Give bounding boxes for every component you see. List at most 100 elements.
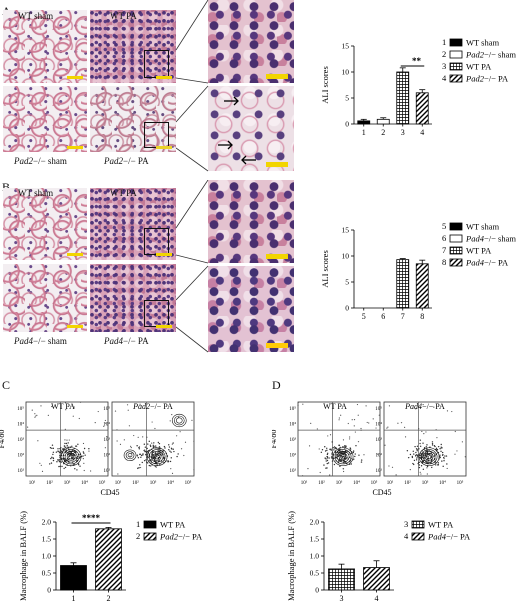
micrograph-a-wt-pa xyxy=(90,10,176,83)
label-b-wt-pa: WT PA xyxy=(110,188,137,198)
significance-label: ** xyxy=(412,56,422,66)
label-a-wt-sham: WT sham xyxy=(18,11,54,21)
legend-label-4: Pad2−/− PA xyxy=(465,74,509,84)
y-axis-label: ALI scores xyxy=(320,66,330,104)
caption-b-ko-sham: Pad4−/− sham xyxy=(14,336,67,346)
x-tick-label-8: 8 xyxy=(420,312,424,321)
caption-b-ko-pa: Pad4−/− PA xyxy=(104,336,149,346)
flow-title-right: Pad2−/− PA xyxy=(132,402,173,411)
flow-x-tick: 10² xyxy=(132,480,139,486)
scale-bar xyxy=(156,76,172,79)
contour xyxy=(123,449,137,461)
flow-x-tick: 10⁵ xyxy=(371,480,378,486)
flow-x-tick: 10⁴ xyxy=(439,480,446,486)
legend-label-6: Pad4−/− sham xyxy=(465,234,516,244)
y-axis-label: ALI scores xyxy=(320,250,330,288)
zoom-box xyxy=(144,122,169,148)
flow-y-tick: 10⁵ xyxy=(103,406,110,412)
y-tick-label: 0 xyxy=(315,586,319,595)
zoom-box xyxy=(144,300,169,327)
y-axis-label: Macrophage in BALF (%) xyxy=(286,511,296,601)
significance-label: **** xyxy=(82,513,101,523)
micrograph-b-ko-sham xyxy=(3,264,87,332)
contour xyxy=(152,452,162,461)
flow-x-tick: 10⁴ xyxy=(353,480,360,486)
flow-x-tick: 10¹ xyxy=(115,480,122,486)
micrograph-b-wt-sham xyxy=(3,188,87,260)
x-tick-label-2: 2 xyxy=(107,594,111,603)
contour xyxy=(340,454,346,460)
micrograph-b-ko-pa xyxy=(90,264,176,332)
flow-x-tick: 10³ xyxy=(150,480,157,486)
zoom-b-wt-pa xyxy=(208,180,294,263)
contour xyxy=(62,449,80,465)
x-tick-label-4: 4 xyxy=(375,594,379,603)
flow-y-tick: 10² xyxy=(18,453,25,459)
scale-bar xyxy=(266,162,288,167)
chart-a: 0 5 10 15 ALI scores 1 2 3 4 ** 1 WT sham 2 Pad2−/− s… xyxy=(320,38,516,137)
y-tick-label: 0 xyxy=(345,304,349,313)
contour xyxy=(336,451,350,463)
x-tick-label-3: 3 xyxy=(340,594,344,603)
flow-y-tick: 10⁴ xyxy=(103,422,110,428)
flow-x-tick: 10⁵ xyxy=(99,480,106,486)
zoom-box xyxy=(144,228,169,255)
flow-y-label: F4/80 xyxy=(272,430,278,449)
contour xyxy=(146,447,168,467)
flow-x-tick: 10² xyxy=(404,480,411,486)
micrograph-a-ko-sham xyxy=(3,86,87,152)
y-tick-label: 2.0 xyxy=(310,518,320,527)
legend-swatch-8 xyxy=(449,258,463,267)
y-tick-label: 1.0 xyxy=(42,552,52,561)
x-tick-label-7: 7 xyxy=(401,312,405,321)
micrograph-a-wt-sham xyxy=(3,10,87,83)
scale-bar xyxy=(156,253,172,256)
legend-label-8: Pad4−/− PA xyxy=(465,258,509,268)
chart-b: 0 5 10 15 ALI scores 5 6 7 8 5 WT sham 6 Pad4−/− sha… xyxy=(320,222,516,321)
legend-num-8: 8 xyxy=(442,257,446,267)
scale-bar xyxy=(266,254,288,259)
contour xyxy=(64,451,78,463)
flow-y-tick: 10² xyxy=(104,453,111,459)
scale-bar xyxy=(67,76,83,79)
legend-num-1: 1 xyxy=(136,519,140,529)
flow-y-tick: 10⁴ xyxy=(17,422,24,428)
flow-y-tick: 10¹ xyxy=(290,468,297,474)
flow-c: F4/80 10¹ 10² 10³ 10⁴ 10⁵ 10⁵ 10⁴ 10³ 10² 10¹ WT PA… xyxy=(0,401,195,497)
zoom-a-wt-pa xyxy=(208,0,294,83)
flow-plot-1 xyxy=(383,401,467,477)
y-tick-label: 5 xyxy=(345,94,349,103)
contour xyxy=(60,447,82,467)
bar-3 xyxy=(328,568,355,591)
contour xyxy=(127,453,133,458)
zoom-connectors-a xyxy=(176,0,256,172)
y-tick-label: 0 xyxy=(345,120,349,129)
panel-letter-c: C xyxy=(2,378,11,392)
flow-y-tick: 10² xyxy=(376,453,383,459)
contour xyxy=(125,451,135,460)
x-tick-label-6: 6 xyxy=(381,312,385,321)
contour xyxy=(154,454,160,460)
flow-plot-0 xyxy=(297,401,381,477)
contour xyxy=(334,449,352,465)
x-tick-label-1: 1 xyxy=(72,594,76,603)
contour xyxy=(338,452,348,461)
flow-y-tick: 10¹ xyxy=(104,468,111,474)
contour xyxy=(171,413,187,428)
legend-swatch-6 xyxy=(449,234,463,243)
contour xyxy=(426,454,432,460)
panel-letter-b: B xyxy=(2,180,11,194)
flow-x-tick: 10⁵ xyxy=(457,480,464,486)
scale-bar xyxy=(67,325,83,328)
flow-x-tick: 10³ xyxy=(422,480,429,486)
y-tick-label: 1.5 xyxy=(310,535,320,544)
zoom-connectors-b xyxy=(176,180,209,353)
legend-swatch-3 xyxy=(449,62,463,71)
bar-3 xyxy=(396,71,410,125)
bar-4 xyxy=(415,92,429,125)
flow-d: F4/80 10¹ 10² 10³ 10⁴ 10⁵ 10⁵ 10⁴ 10³ 10² 10¹ WT PA… xyxy=(272,401,467,497)
y-axis-label: Macrophage in BALF (%) xyxy=(18,511,28,601)
scale-bar xyxy=(156,146,172,149)
flow-y-tick: 10⁵ xyxy=(289,406,296,412)
micrograph-a-ko-pa xyxy=(90,86,176,152)
